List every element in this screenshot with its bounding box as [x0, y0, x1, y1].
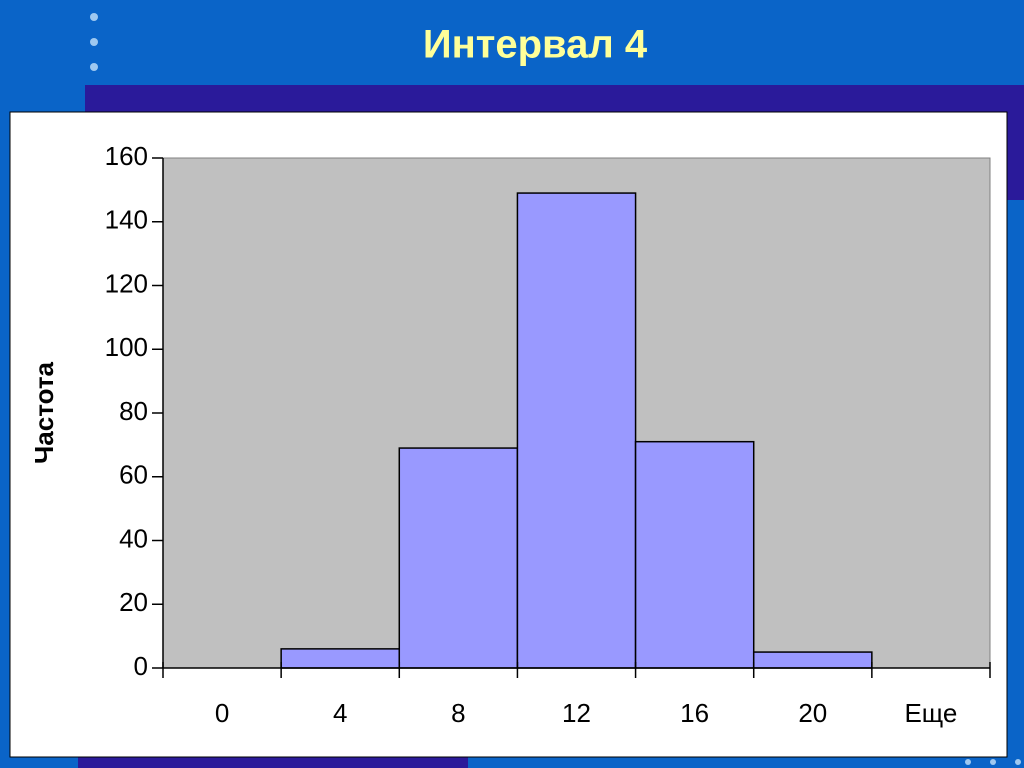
dot	[90, 38, 98, 46]
y-tick-label: 20	[119, 587, 148, 617]
x-tick-label: 8	[451, 698, 465, 728]
dot	[90, 63, 98, 71]
dot	[1015, 759, 1021, 765]
dot	[965, 759, 971, 765]
x-tick-label: 16	[680, 698, 709, 728]
y-tick-label: 0	[134, 651, 148, 681]
y-axis-title: Частота	[29, 361, 59, 464]
footer-band	[78, 755, 468, 768]
slide-title: Интервал 4	[423, 23, 648, 67]
x-tick-label: 4	[333, 698, 347, 728]
y-tick-label: 60	[119, 460, 148, 490]
y-tick-label: 120	[105, 268, 148, 298]
x-tick-label: 20	[798, 698, 827, 728]
y-tick-label: 160	[105, 141, 148, 171]
bar	[398, 447, 519, 669]
dot	[90, 13, 98, 21]
x-tick-label: 0	[215, 698, 229, 728]
x-tick-label: Еще	[904, 698, 957, 728]
bar	[752, 651, 873, 669]
dot	[990, 759, 996, 765]
x-tick-label: 12	[562, 698, 591, 728]
y-tick-label: 40	[119, 523, 148, 553]
header-band	[85, 85, 1024, 115]
bar	[516, 192, 637, 669]
bar	[634, 440, 755, 669]
bar	[280, 648, 401, 669]
y-tick-label: 140	[105, 205, 148, 235]
y-tick-label: 100	[105, 332, 148, 362]
side-band	[1007, 85, 1024, 200]
plot: 0 20 40 60 80 100 120 140 160 0 4 8 12 16 20 Еще	[105, 141, 991, 728]
y-tick-label: 80	[119, 396, 148, 426]
